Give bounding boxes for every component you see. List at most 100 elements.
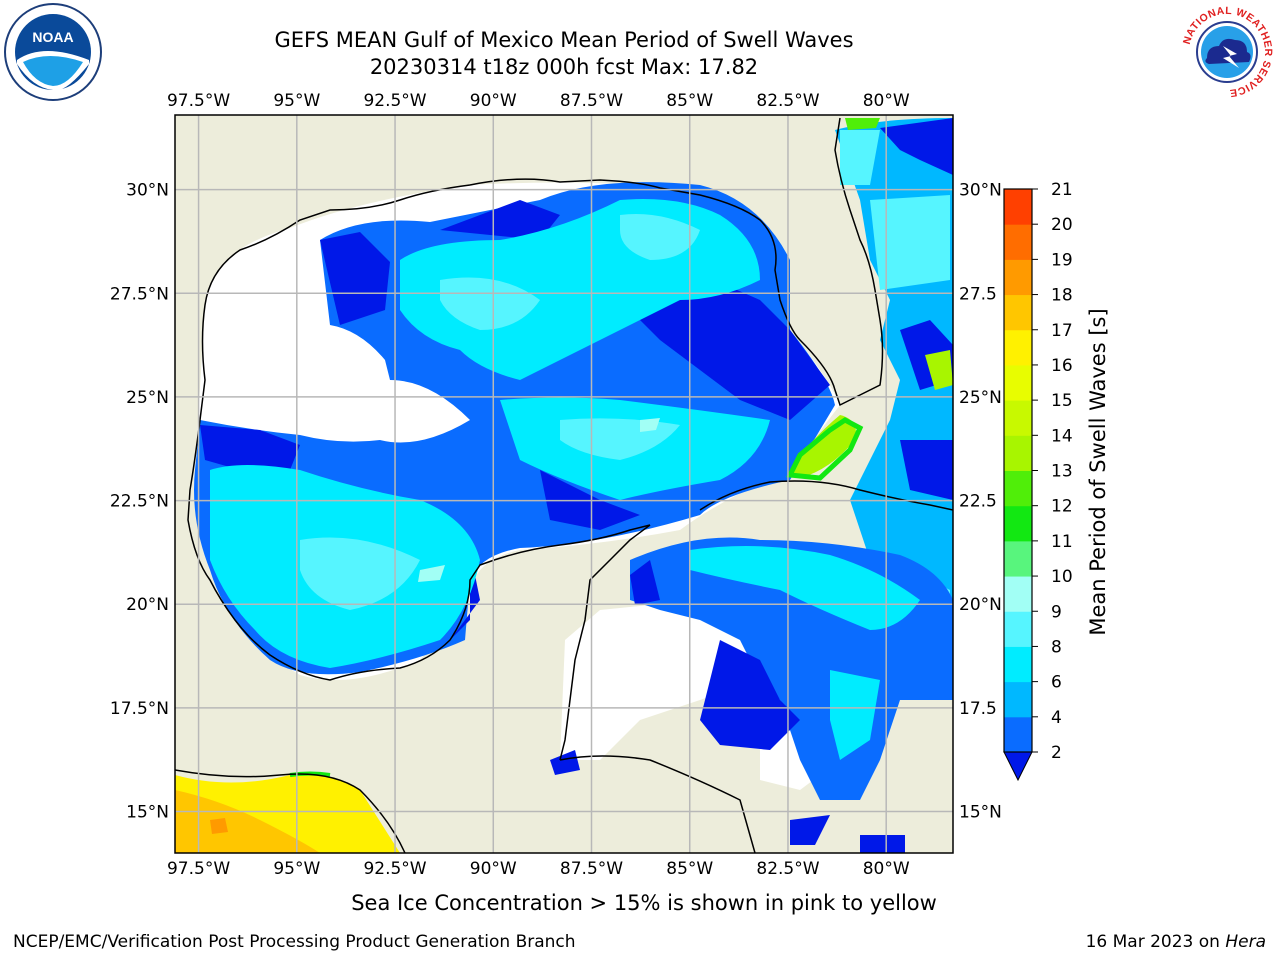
colorbar-segment bbox=[1004, 364, 1032, 401]
no-data-region-caribbean bbox=[560, 600, 760, 760]
lon-tick-label-bottom: 85°W bbox=[666, 859, 713, 879]
colorbar-tick-label: 18 bbox=[1051, 286, 1073, 306]
lat-tick-label-left: 25°N bbox=[126, 388, 169, 408]
map-grid bbox=[175, 115, 953, 853]
chart-title: GEFS MEAN Gulf of Mexico Mean Period of … bbox=[274, 28, 854, 52]
lat-tick-label-left: 27.5°N bbox=[110, 284, 169, 304]
colorbar-segment bbox=[1004, 329, 1032, 366]
lat-labels-left: 30°N 27.5°N 25°N 22.5°N 20°N 17.5°N 15°N bbox=[110, 181, 169, 823]
colorbar-segment bbox=[1004, 505, 1032, 542]
colorbar-segment bbox=[1004, 189, 1032, 225]
lon-tick-label-top: 90°W bbox=[470, 91, 517, 111]
colorbar-segment bbox=[1004, 224, 1032, 260]
lon-tick-label-top: 85°W bbox=[666, 91, 713, 111]
colorbar-tick-label: 16 bbox=[1051, 356, 1073, 376]
field-under2 bbox=[200, 200, 830, 660]
lon-tick-label-bottom: 87.5°W bbox=[560, 859, 623, 879]
colorbar-tick-label: 13 bbox=[1051, 462, 1073, 482]
lat-tick-label-right: 15°N bbox=[959, 803, 1002, 823]
field-8to9 bbox=[418, 418, 660, 582]
lat-tick-label-right: 20°N bbox=[959, 595, 1002, 615]
coastline-honduras bbox=[559, 755, 756, 853]
coastline-texas bbox=[187, 184, 651, 681]
noaa-logo-text: NOAA bbox=[32, 29, 73, 45]
colorbar-segment bbox=[1004, 576, 1032, 612]
field-bahamas bbox=[925, 350, 953, 390]
lon-labels-top: 97.5°W 95°W 92.5°W 90°W 87.5°W 85°W 82.5°W 80°W bbox=[167, 91, 910, 111]
colorbar-segment bbox=[1004, 400, 1032, 436]
field-atlantic-light bbox=[840, 130, 950, 640]
lon-tick-label-top: 97.5°W bbox=[167, 91, 230, 111]
colorbar-segment bbox=[1004, 646, 1032, 683]
field-pacific-spot bbox=[210, 818, 228, 834]
lon-tick-label-bottom: 97.5°W bbox=[167, 859, 230, 879]
field-pacific-orange bbox=[175, 790, 320, 853]
lat-tick-label-right: 25°N bbox=[959, 388, 1002, 408]
colorbar-extend-min bbox=[1003, 751, 1033, 782]
colorbar-segment bbox=[1004, 294, 1032, 331]
lon-tick-label-top: 87.5°W bbox=[560, 91, 623, 111]
colorbar-tick-label: 14 bbox=[1051, 426, 1073, 446]
colorbar-segment bbox=[1004, 470, 1032, 507]
colorbar-tick-label: 10 bbox=[1051, 567, 1073, 587]
colorbar-tick-label: 17 bbox=[1051, 321, 1073, 341]
colorbar-segment bbox=[1004, 435, 1032, 471]
colorbar-segment bbox=[1004, 259, 1032, 296]
colorbar-tick-label: 9 bbox=[1051, 602, 1062, 622]
lon-tick-label-bottom: 92.5°W bbox=[363, 859, 426, 879]
lon-tick-label-top: 92.5°W bbox=[363, 91, 426, 111]
lat-tick-label-right: 27.5 bbox=[959, 284, 997, 304]
lat-tick-label-left: 17.5°N bbox=[110, 699, 169, 719]
footer-date: 16 Mar 2023 on Hera bbox=[1086, 932, 1266, 952]
colorbar-tick-label: 2 bbox=[1051, 743, 1062, 763]
lon-tick-label-top: 80°W bbox=[863, 91, 910, 111]
field-top-green bbox=[845, 118, 880, 130]
colorbar-tick-label: 12 bbox=[1051, 497, 1073, 517]
colorbar-tick-label: 21 bbox=[1051, 180, 1073, 200]
sea-ice-note: Sea Ice Concentration > 15% is shown in … bbox=[351, 891, 937, 915]
lat-tick-label-left: 20°N bbox=[126, 595, 169, 615]
lon-tick-label-top: 95°W bbox=[273, 91, 320, 111]
coastline-central-america bbox=[175, 769, 406, 853]
lat-tick-label-left: 15°N bbox=[126, 803, 169, 823]
colorbar-label: Mean Period of Swell Waves [s] bbox=[1086, 308, 1110, 635]
lon-tick-label-bottom: 80°W bbox=[863, 859, 910, 879]
chart-subtitle: 20230314 t18z 000h fcst Max: 17.82 bbox=[369, 55, 759, 79]
lat-tick-label-right: 22.5 bbox=[959, 492, 997, 512]
field-atlantic-dark bbox=[880, 118, 953, 500]
colorbar-tick-label: 4 bbox=[1051, 708, 1062, 728]
lat-tick-label-right: 17.5 bbox=[959, 699, 997, 719]
coastline-yucatan bbox=[559, 524, 651, 761]
lat-tick-label-left: 30°N bbox=[126, 181, 169, 201]
coastlines bbox=[175, 117, 953, 853]
colorbar-tick-label: 8 bbox=[1051, 637, 1062, 657]
lon-tick-label-bottom: 90°W bbox=[470, 859, 517, 879]
lon-labels-bottom: 97.5°W 95°W 92.5°W 90°W 87.5°W 85°W 82.5°W 80°W bbox=[167, 859, 910, 879]
lon-tick-label-top: 82.5°W bbox=[756, 91, 819, 111]
lat-tick-label-right: 30°N bbox=[959, 181, 1002, 201]
colorbar-tick-label: 6 bbox=[1051, 673, 1062, 693]
colorbar-tick-label: 11 bbox=[1051, 532, 1073, 552]
coastline-cuba bbox=[699, 480, 953, 511]
field-caribbean-light bbox=[690, 546, 920, 760]
map-frame bbox=[174, 114, 954, 854]
colorbar-segment bbox=[1004, 540, 1032, 577]
field-florida-straits bbox=[790, 415, 856, 478]
lon-tick-label-bottom: 82.5°W bbox=[756, 859, 819, 879]
footer-machine: Hera bbox=[1225, 932, 1266, 952]
field-florida-straits-outer bbox=[786, 417, 864, 481]
lat-tick-label-left: 22.5°N bbox=[110, 492, 169, 512]
lat-labels-right: 30°N 27.5 25°N 22.5 20°N 17.5 15°N bbox=[959, 181, 1002, 823]
colorbar-tick-label: 15 bbox=[1051, 391, 1073, 411]
field-caribbean-dark bbox=[550, 560, 905, 853]
nws-logo-icon: NATIONAL WEATHER SERVICE bbox=[1179, 4, 1275, 100]
coastline-gulf bbox=[469, 117, 884, 407]
colorbar-segment bbox=[1004, 716, 1032, 753]
colorbar-segment bbox=[1004, 681, 1032, 718]
map-area bbox=[175, 115, 953, 853]
colorbar-tick-label: 19 bbox=[1051, 250, 1073, 270]
footer-date-text: 16 Mar 2023 on bbox=[1085, 932, 1226, 952]
noaa-logo-icon: NOAA bbox=[4, 3, 102, 101]
lon-tick-label-bottom: 95°W bbox=[273, 859, 320, 879]
